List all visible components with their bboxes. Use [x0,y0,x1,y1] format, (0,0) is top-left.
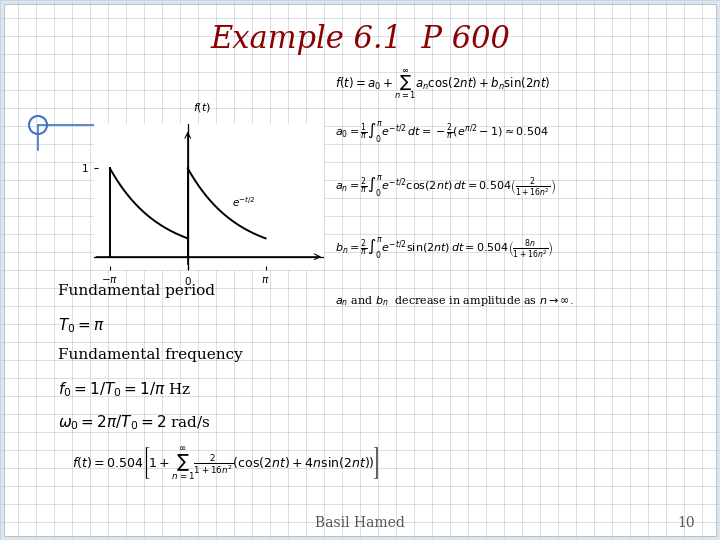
Text: Fundamental frequency: Fundamental frequency [58,348,243,362]
Text: $f_0 = 1/T_0 = 1/\pi$ Hz: $f_0 = 1/T_0 = 1/\pi$ Hz [58,381,191,400]
Text: $f(t) = 0.504\left[1 + \sum_{n=1}^{\infty}\frac{2}{1+16n^2}\left(\cos(2nt)+4n\si: $f(t) = 0.504\left[1 + \sum_{n=1}^{\inft… [72,446,379,483]
Text: $\omega_0 = 2\pi/T_0 = 2$ rad/s: $\omega_0 = 2\pi/T_0 = 2$ rad/s [58,413,210,432]
FancyBboxPatch shape [4,4,716,536]
Text: $a_n = \frac{2}{\pi}\int_0^{\pi} e^{-t/2}\cos(2nt)\,dt = 0.504\left(\frac{2}{1+1: $a_n = \frac{2}{\pi}\int_0^{\pi} e^{-t/2… [335,173,556,199]
Text: $e^{-t/2}$: $e^{-t/2}$ [233,195,256,209]
Text: Basil Hamed: Basil Hamed [315,516,405,530]
Text: 10: 10 [678,516,695,530]
Text: Fundamental period: Fundamental period [58,284,215,298]
Text: Example 6.1  P 600: Example 6.1 P 600 [210,24,510,55]
Text: $f(t)$: $f(t)$ [193,101,211,114]
Text: $b_n = \frac{2}{\pi}\int_0^{\pi} e^{-t/2}\sin(2nt)\,dt = 0.504\left(\frac{8n}{1+: $b_n = \frac{2}{\pi}\int_0^{\pi} e^{-t/2… [335,235,553,261]
Text: $a_n$ and $b_n$  decrease in amplitude as $n \to \infty.$: $a_n$ and $b_n$ decrease in amplitude as… [335,294,573,308]
Text: $f(t) = a_0 + \sum_{n=1}^{\infty} a_n \cos(2nt) + b_n \sin(2nt)$: $f(t) = a_0 + \sum_{n=1}^{\infty} a_n \c… [335,68,550,102]
Text: $T_0 = \pi$: $T_0 = \pi$ [58,316,104,335]
Text: $a_0 = \frac{1}{\pi}\int_0^{\pi} e^{-t/2}\,dt = -\frac{2}{\pi}\left(e^{\pi/2}-1\: $a_0 = \frac{1}{\pi}\int_0^{\pi} e^{-t/2… [335,119,549,145]
